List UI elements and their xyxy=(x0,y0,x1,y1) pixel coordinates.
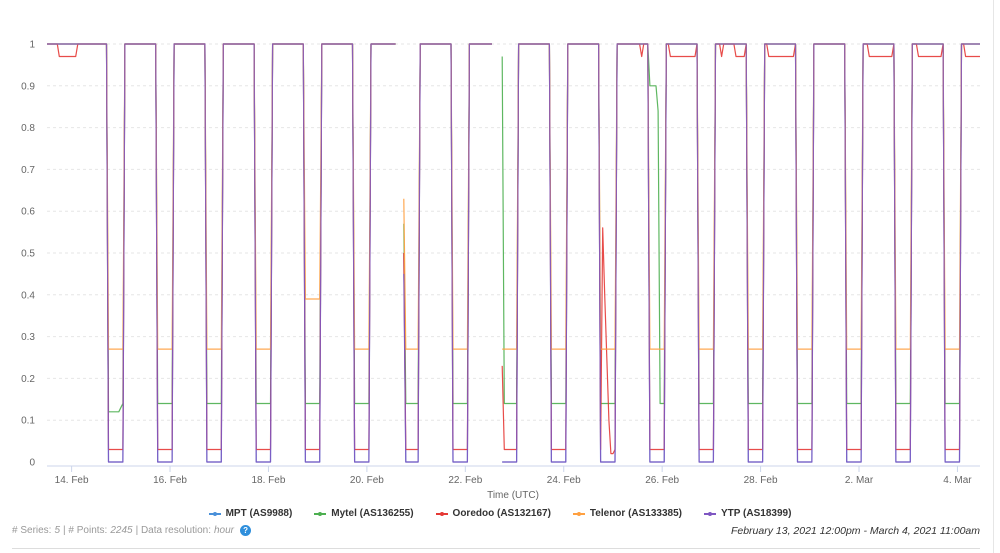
y-tick-label: 0.7 xyxy=(21,165,35,176)
legend-label: MPT (AS9988) xyxy=(225,508,293,519)
date-range: February 13, 2021 12:00pm - March 4, 202… xyxy=(730,525,980,537)
resolution-label: | Data resolution: xyxy=(135,525,211,536)
points-label: | # Points: xyxy=(63,525,108,536)
legend-item[interactable]: Telenor (AS133385) xyxy=(572,508,682,519)
y-tick-label: 1 xyxy=(29,40,35,51)
x-tick-label: 2. Mar xyxy=(845,475,874,486)
x-tick-label: 26. Feb xyxy=(645,475,679,486)
y-tick-label: 0.4 xyxy=(21,290,35,301)
legend-item[interactable]: YTP (AS18399) xyxy=(704,508,791,519)
resolution-value: hour xyxy=(214,525,235,536)
y-tick-label: 0.6 xyxy=(21,207,35,218)
y-tick-label: 0.9 xyxy=(21,81,35,92)
x-tick-label: 16. Feb xyxy=(153,475,187,486)
points-count: 2245 xyxy=(110,525,133,536)
series-label: # Series: xyxy=(12,525,52,536)
x-tick-label: 22. Feb xyxy=(448,475,482,486)
y-tick-label: 0.5 xyxy=(21,249,35,260)
x-tick-label: 18. Feb xyxy=(251,475,285,486)
chart-stats: # Series: 5 | # Points: 2245 | Data reso… xyxy=(12,525,252,536)
x-tick-label: 4. Mar xyxy=(943,475,972,486)
series-line-ooredoo xyxy=(47,43,980,455)
y-tick-label: 0.1 xyxy=(21,416,35,427)
series-lines xyxy=(47,43,980,463)
legend-label: Mytel (AS136255) xyxy=(331,508,414,519)
series-line-telenor xyxy=(47,43,980,350)
legend-item[interactable]: MPT (AS9988) xyxy=(208,508,293,519)
series-count: 5 xyxy=(54,525,61,536)
legend-label: YTP (AS18399) xyxy=(721,508,792,519)
x-tick-label: 28. Feb xyxy=(744,475,778,486)
y-tick-label: 0.2 xyxy=(21,374,35,385)
legend-label: Ooredoo (AS132167) xyxy=(452,508,551,519)
y-axis: 0 0.1 0.2 0.3 0.4 0.5 0.6 0.7 0.8 0.9 1 xyxy=(21,40,35,469)
x-tick-label: 20. Feb xyxy=(350,475,384,486)
x-axis-title: Time (UTC) xyxy=(487,490,539,500)
x-axis: 14. Feb 16. Feb 18. Feb 20. Feb 22. Feb 24. F… xyxy=(47,465,980,486)
series-line-ytp xyxy=(47,43,980,463)
legend-label: Telenor (AS133385) xyxy=(589,508,682,519)
x-tick-label: 14. Feb xyxy=(55,475,89,486)
legend-swatch xyxy=(572,511,585,516)
x-tick-label: 24. Feb xyxy=(547,475,581,486)
line-chart: 0 0.1 0.2 0.3 0.4 0.5 0.6 0.7 0.8 0.9 1 14. Feb 16.… xyxy=(21,40,980,500)
legend: MPT (AS9988) Mytel (AS136255) Ooredoo (AS1… xyxy=(0,508,1000,519)
y-tick-label: 0 xyxy=(29,458,35,469)
grid xyxy=(47,43,980,421)
divider xyxy=(993,0,994,553)
y-tick-label: 0.8 xyxy=(21,123,35,134)
legend-swatch xyxy=(704,511,716,516)
legend-swatch xyxy=(314,511,327,516)
divider xyxy=(12,548,980,549)
info-icon[interactable]: ? xyxy=(240,525,252,536)
legend-item[interactable]: Mytel (AS136255) xyxy=(314,508,414,519)
legend-swatch xyxy=(435,511,448,516)
series-line-mytel xyxy=(47,43,980,413)
y-tick-label: 0.3 xyxy=(21,332,35,343)
legend-swatch xyxy=(208,511,221,516)
legend-item[interactable]: Ooredoo (AS132167) xyxy=(435,508,551,519)
